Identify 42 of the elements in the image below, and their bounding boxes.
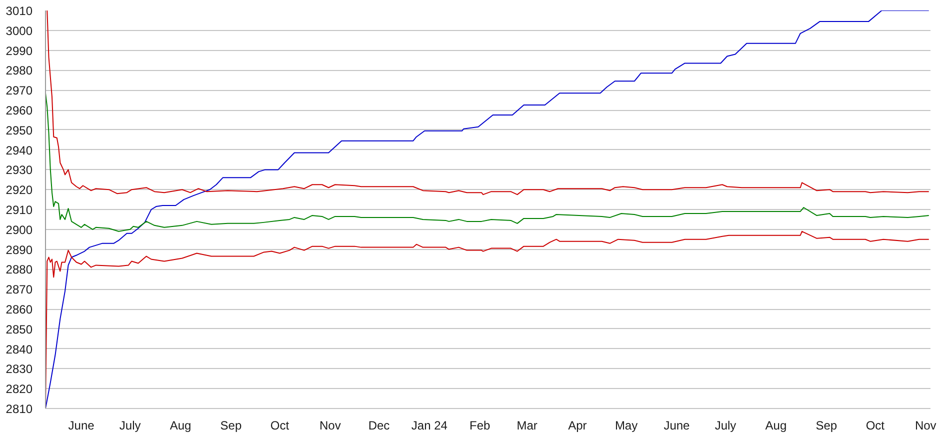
x-tick-label: June — [664, 418, 690, 432]
x-tick-label: Oct — [866, 418, 886, 432]
y-tick-label: 2860 — [6, 302, 33, 316]
y-tick-label: 2910 — [6, 203, 33, 217]
y-tick-label: 2820 — [6, 382, 33, 396]
x-tick-label: Dec — [368, 418, 390, 432]
y-tick-label: 2930 — [6, 163, 33, 178]
y-tick-label: 3010 — [6, 4, 33, 18]
x-tick-label: Sep — [220, 418, 242, 432]
line-series — [46, 10, 930, 408]
y-tick-label: 2810 — [6, 402, 33, 416]
x-tick-label: Feb — [470, 418, 491, 432]
x-tick-label: July — [714, 418, 736, 432]
y-tick-label: 3000 — [6, 24, 33, 38]
y-tick-label: 2870 — [6, 282, 33, 297]
x-tick-label: Oct — [270, 418, 290, 432]
x-tick-label: June — [68, 418, 95, 432]
y-tick-label: 2960 — [6, 104, 33, 118]
y-tick-label: 2880 — [6, 262, 33, 277]
y-tick-label: 2980 — [6, 64, 33, 78]
line-series — [46, 92, 930, 232]
line-series — [46, 10, 930, 196]
x-tick-label: July — [119, 418, 141, 432]
x-tick-label: Aug — [170, 418, 192, 432]
y-tick-label: 2940 — [6, 143, 33, 158]
y-tick-label: 2830 — [6, 362, 33, 376]
y-tick-label: 2990 — [6, 44, 33, 58]
x-tick-label: Mar — [516, 418, 538, 432]
y-tick-label: 2890 — [6, 242, 33, 257]
y-tick-label: 2840 — [6, 342, 33, 356]
y-tick-label: 2950 — [6, 123, 33, 138]
x-tick-label: Aug — [765, 418, 787, 432]
y-tick-label: 2970 — [6, 84, 33, 98]
x-tick-label: Sep — [816, 418, 838, 432]
x-tick-label: May — [614, 418, 638, 432]
x-tick-label: Apr — [568, 418, 587, 432]
y-tick-label: 2850 — [6, 322, 33, 336]
y-tick-label: 2920 — [6, 183, 33, 198]
x-tick-label: Nov — [914, 418, 936, 432]
x-tick-label: Nov — [320, 418, 341, 432]
x-tick-label: Jan 24 — [411, 418, 448, 432]
y-tick-label: 2900 — [6, 222, 33, 237]
